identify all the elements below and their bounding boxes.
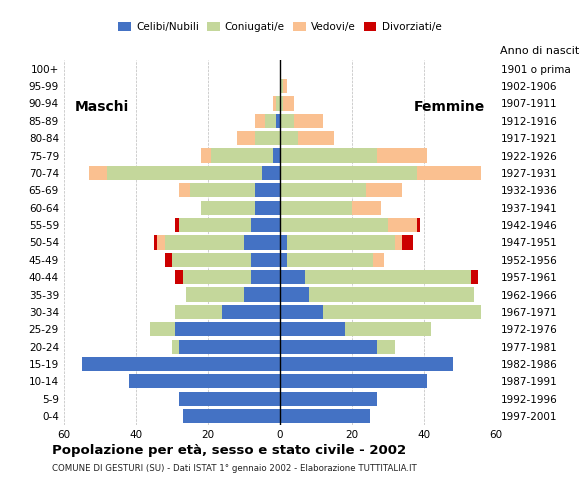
Bar bbox=[172, 339, 179, 354]
Bar bbox=[183, 409, 280, 423]
Bar bbox=[280, 183, 367, 197]
Bar bbox=[280, 252, 287, 267]
Bar bbox=[280, 218, 388, 232]
Bar bbox=[186, 288, 244, 301]
Bar bbox=[179, 339, 280, 354]
Bar bbox=[416, 218, 420, 232]
Bar bbox=[237, 131, 255, 145]
Bar bbox=[395, 235, 403, 250]
Bar bbox=[157, 235, 165, 250]
Legend: Celibi/Nubili, Coniugati/e, Vedovi/e, Divorziati/e: Celibi/Nubili, Coniugati/e, Vedovi/e, Di… bbox=[114, 18, 445, 36]
Bar bbox=[284, 96, 294, 110]
Bar bbox=[367, 183, 403, 197]
Text: Maschi: Maschi bbox=[75, 100, 129, 114]
Bar bbox=[388, 218, 416, 232]
Bar bbox=[352, 201, 380, 215]
Bar bbox=[273, 148, 280, 163]
Text: Femmine: Femmine bbox=[414, 100, 485, 114]
Bar bbox=[309, 288, 474, 301]
Bar bbox=[280, 114, 294, 128]
Bar bbox=[201, 201, 255, 215]
Bar bbox=[280, 339, 377, 354]
Bar bbox=[323, 305, 481, 319]
Bar bbox=[165, 252, 172, 267]
Bar bbox=[377, 148, 427, 163]
Bar bbox=[244, 235, 280, 250]
Bar bbox=[175, 305, 222, 319]
Bar bbox=[403, 235, 413, 250]
Bar bbox=[165, 235, 244, 250]
Bar bbox=[172, 252, 251, 267]
Bar bbox=[251, 252, 280, 267]
Bar bbox=[280, 357, 452, 371]
Text: Popolazione per età, sesso e stato civile - 2002: Popolazione per età, sesso e stato civil… bbox=[52, 444, 407, 457]
Bar bbox=[89, 166, 107, 180]
Bar bbox=[284, 79, 287, 93]
Bar bbox=[107, 166, 262, 180]
Bar bbox=[129, 374, 280, 388]
Bar bbox=[276, 114, 280, 128]
Text: COMUNE DI GESTURI (SU) - Dati ISTAT 1° gennaio 2002 - Elaborazione TUTTITALIA.IT: COMUNE DI GESTURI (SU) - Dati ISTAT 1° g… bbox=[52, 464, 417, 473]
Bar bbox=[287, 235, 395, 250]
Bar bbox=[255, 183, 280, 197]
Bar bbox=[175, 270, 183, 284]
Bar bbox=[280, 166, 416, 180]
Bar bbox=[298, 131, 334, 145]
Bar bbox=[273, 96, 276, 110]
Bar bbox=[280, 148, 377, 163]
Bar bbox=[280, 374, 427, 388]
Bar bbox=[222, 305, 280, 319]
Bar bbox=[255, 114, 266, 128]
Text: Anno di nascita: Anno di nascita bbox=[500, 47, 580, 56]
Bar bbox=[305, 270, 471, 284]
Bar bbox=[280, 201, 352, 215]
Bar bbox=[175, 218, 179, 232]
Bar bbox=[183, 270, 251, 284]
Bar bbox=[280, 392, 377, 406]
Bar bbox=[276, 96, 280, 110]
Bar bbox=[251, 218, 280, 232]
Bar bbox=[416, 166, 481, 180]
Bar bbox=[251, 270, 280, 284]
Bar bbox=[212, 148, 273, 163]
Bar bbox=[82, 357, 280, 371]
Bar bbox=[154, 235, 157, 250]
Bar bbox=[175, 322, 280, 336]
Bar bbox=[266, 114, 276, 128]
Bar bbox=[471, 270, 478, 284]
Bar bbox=[255, 131, 280, 145]
Bar bbox=[280, 322, 345, 336]
Bar bbox=[190, 183, 255, 197]
Bar bbox=[280, 288, 309, 301]
Bar bbox=[280, 235, 287, 250]
Bar bbox=[280, 79, 284, 93]
Bar bbox=[179, 218, 251, 232]
Bar bbox=[345, 322, 431, 336]
Bar bbox=[179, 183, 190, 197]
Bar bbox=[294, 114, 323, 128]
Bar bbox=[179, 392, 280, 406]
Bar bbox=[280, 96, 284, 110]
Bar bbox=[255, 201, 280, 215]
Bar bbox=[374, 252, 385, 267]
Bar bbox=[280, 131, 298, 145]
Bar bbox=[287, 252, 374, 267]
Bar bbox=[280, 409, 370, 423]
Bar bbox=[280, 305, 323, 319]
Bar bbox=[280, 270, 305, 284]
Bar bbox=[150, 322, 175, 336]
Bar bbox=[244, 288, 280, 301]
Bar bbox=[201, 148, 212, 163]
Bar bbox=[262, 166, 280, 180]
Bar bbox=[377, 339, 395, 354]
